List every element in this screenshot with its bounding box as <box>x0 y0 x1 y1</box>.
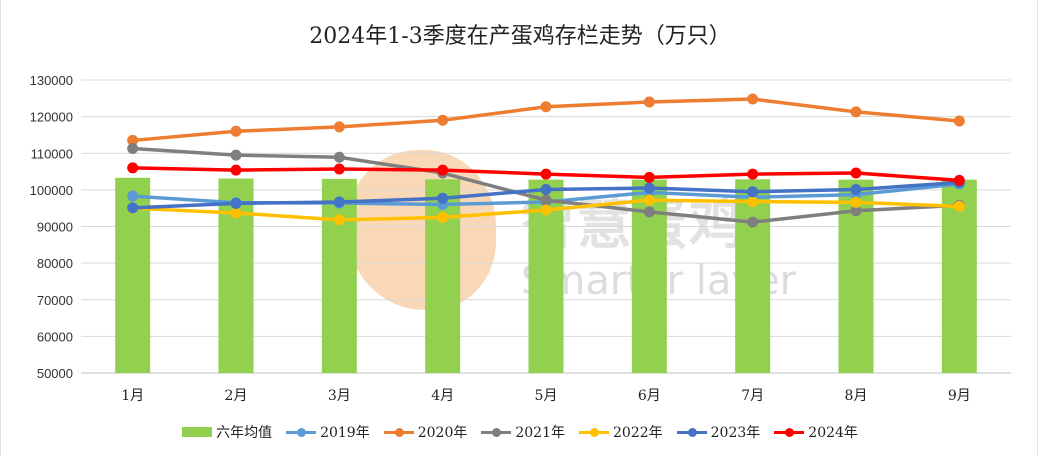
legend-label: 2023年 <box>710 425 761 441</box>
data-point-2024年 <box>850 167 862 179</box>
x-tick-label: 6月 <box>638 388 661 404</box>
x-tick-label: 5月 <box>535 388 558 404</box>
legend-label: 2020年 <box>417 425 468 441</box>
data-point-2020年 <box>643 96 655 108</box>
data-point-2024年 <box>747 168 759 180</box>
data-point-2021年 <box>643 206 655 218</box>
data-point-2021年 <box>127 142 139 154</box>
y-tick-label: 70000 <box>37 293 73 308</box>
data-point-2024年 <box>127 162 139 174</box>
legend-item: 2020年 <box>383 422 468 442</box>
x-tick-label: 4月 <box>431 388 454 404</box>
data-point-2021年 <box>230 149 242 161</box>
legend-item: 2021年 <box>481 422 565 442</box>
x-tick-label: 7月 <box>741 388 764 404</box>
y-tick-label: 110000 <box>31 146 73 161</box>
data-point-2022年 <box>540 204 552 216</box>
data-point-2023年 <box>540 184 552 196</box>
x-tick-label: 9月 <box>948 388 971 404</box>
data-point-2020年 <box>230 125 242 137</box>
legend-item: 2024年 <box>774 422 858 442</box>
legend-item: 六年均值 <box>182 422 272 442</box>
data-point-2019年 <box>127 190 139 202</box>
legend-swatch <box>182 427 213 437</box>
data-point-2022年 <box>437 211 449 223</box>
bar-六年均值 <box>321 178 357 373</box>
legend-item: 2019年 <box>286 422 370 442</box>
data-point-2024年 <box>953 174 965 186</box>
legend-swatch <box>383 427 414 437</box>
legend-label: 六年均值 <box>216 425 273 441</box>
y-tick-label: 50000 <box>37 366 73 381</box>
y-tick-label: 100000 <box>30 183 73 198</box>
data-point-2023年 <box>333 196 345 208</box>
y-tick-label: 130000 <box>30 73 73 88</box>
legend-item: 2022年 <box>579 422 663 442</box>
data-point-2022年 <box>643 194 655 206</box>
bar-六年均值 <box>735 179 771 373</box>
x-tick-label: 1月 <box>121 388 144 404</box>
legend-item: 2023年 <box>676 422 761 442</box>
data-point-2023年 <box>643 182 655 194</box>
legend-swatch <box>481 427 512 437</box>
y-tick-label: 80000 <box>37 256 73 271</box>
legend: 六年均值 2019年 2020年 2021年 2022年 2023年 2024年 <box>1 422 1038 442</box>
data-point-2024年 <box>540 168 552 180</box>
data-point-2020年 <box>953 115 965 127</box>
data-point-2022年 <box>230 207 242 219</box>
data-point-2023年 <box>230 197 242 209</box>
legend-label: 2022年 <box>613 425 663 441</box>
legend-label: 2019年 <box>320 425 370 441</box>
x-tick-label: 2月 <box>225 388 248 404</box>
data-point-2024年 <box>643 171 655 183</box>
data-point-2021年 <box>747 216 759 228</box>
data-point-2023年 <box>437 192 449 204</box>
data-point-2021年 <box>540 194 552 206</box>
legend-swatch <box>676 427 707 437</box>
y-tick-label: 60000 <box>37 329 73 344</box>
data-point-2022年 <box>850 196 862 208</box>
x-tick-label: 3月 <box>328 388 351 404</box>
legend-swatch <box>286 427 317 437</box>
data-point-2022年 <box>747 196 759 208</box>
y-tick-label: 90000 <box>37 220 73 235</box>
data-point-2023年 <box>127 202 139 214</box>
data-point-2023年 <box>747 186 759 198</box>
y-tick-label: 120000 <box>30 110 73 125</box>
data-point-2020年 <box>333 121 345 133</box>
data-point-2024年 <box>333 163 345 175</box>
legend-swatch <box>579 427 609 437</box>
data-point-2020年 <box>850 106 862 118</box>
data-point-2021年 <box>333 151 345 163</box>
legend-label: 2024年 <box>808 425 858 441</box>
data-point-2020年 <box>540 101 552 113</box>
legend-label: 2021年 <box>515 425 565 441</box>
data-point-2024年 <box>230 164 242 176</box>
x-tick-label: 8月 <box>845 388 868 404</box>
data-point-2024年 <box>437 164 449 176</box>
legend-swatch <box>774 427 805 437</box>
data-point-2020年 <box>747 93 759 105</box>
chart-title: 2024年1-3季度在产蛋鸡存栏走势（万只） <box>309 24 731 49</box>
data-point-2022年 <box>333 214 345 226</box>
data-point-2022年 <box>953 200 965 212</box>
bar-六年均值 <box>425 179 461 373</box>
data-point-2023年 <box>850 184 862 196</box>
data-point-2020年 <box>437 114 449 126</box>
